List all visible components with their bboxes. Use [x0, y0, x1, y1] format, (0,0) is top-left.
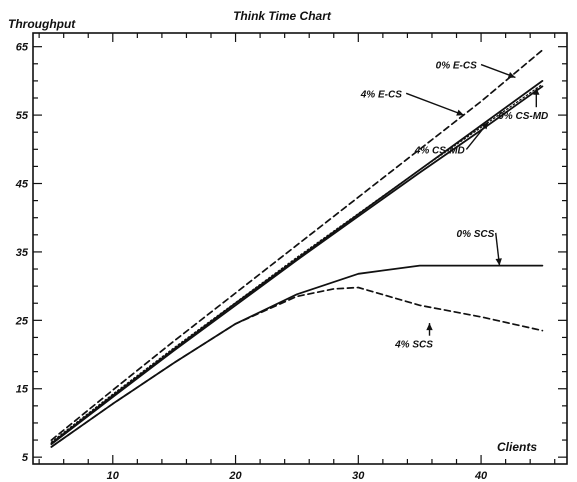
annotation-label-4pct-scs: 4% SCS: [394, 340, 433, 351]
x-tick-label: 20: [228, 470, 242, 482]
series-line-0pct-e-cs: [50, 49, 544, 441]
annotation-arrow-4pct-e-cs: [405, 92, 465, 116]
annotation-arrowhead-0pct-e-cs: [507, 72, 516, 78]
y-tick-label: 55: [16, 110, 29, 122]
annotations: 0% E-CS 4% E-CS 0% CS-MD 4% CS-MD 0% SCS 4% S…: [360, 61, 549, 351]
x-tick-label: 40: [474, 470, 488, 482]
annotation-label-0pct-cs-md: 0% CS-MD: [498, 111, 548, 122]
y-tick-label: 25: [15, 315, 29, 327]
y-tick-label: 45: [15, 179, 29, 191]
annotation-label-4pct-cs-md: 4% CS-MD: [414, 145, 465, 156]
y-tick-label: 15: [16, 384, 29, 396]
annotation-label-0pct-scs: 0% SCS: [457, 229, 495, 240]
annotation-label-4pct-e-cs: 4% E-CS: [360, 89, 402, 100]
axes: 5 15 25 35 45 55 65 10 20 30 40: [15, 32, 568, 482]
x-tick-label: 10: [107, 470, 120, 482]
y-tick-label: 35: [16, 247, 29, 259]
annotation-label-0pct-e-cs: 0% E-CS: [436, 61, 477, 72]
series-line-4pct-cs-md: [50, 85, 544, 446]
annotation-arrowhead-4pct-e-cs: [456, 109, 464, 116]
annotation-arrowhead-0pct-cs-md: [533, 87, 540, 95]
series-line-0pct-cs-md: [50, 83, 544, 443]
plot-frame: [32, 32, 568, 465]
series-line-4pct-e-cs: [50, 80, 544, 445]
y-axis-label: Throughput: [8, 17, 76, 31]
series-group: [50, 49, 544, 448]
series-line-4pct-scs: [50, 286, 544, 448]
x-tick-label: 30: [352, 470, 365, 482]
x-axis-label: Clients: [497, 440, 537, 454]
y-tick-label: 5: [22, 452, 29, 464]
series-line-0pct-scs: [50, 264, 544, 448]
annotation-arrowhead-4pct-cs-md: [481, 121, 489, 130]
chart-title: Think Time Chart: [233, 9, 332, 23]
annotation-arrowhead-0pct-scs: [495, 258, 502, 266]
annotation-arrowhead-4pct-scs: [426, 323, 433, 331]
y-tick-label: 65: [16, 42, 29, 54]
